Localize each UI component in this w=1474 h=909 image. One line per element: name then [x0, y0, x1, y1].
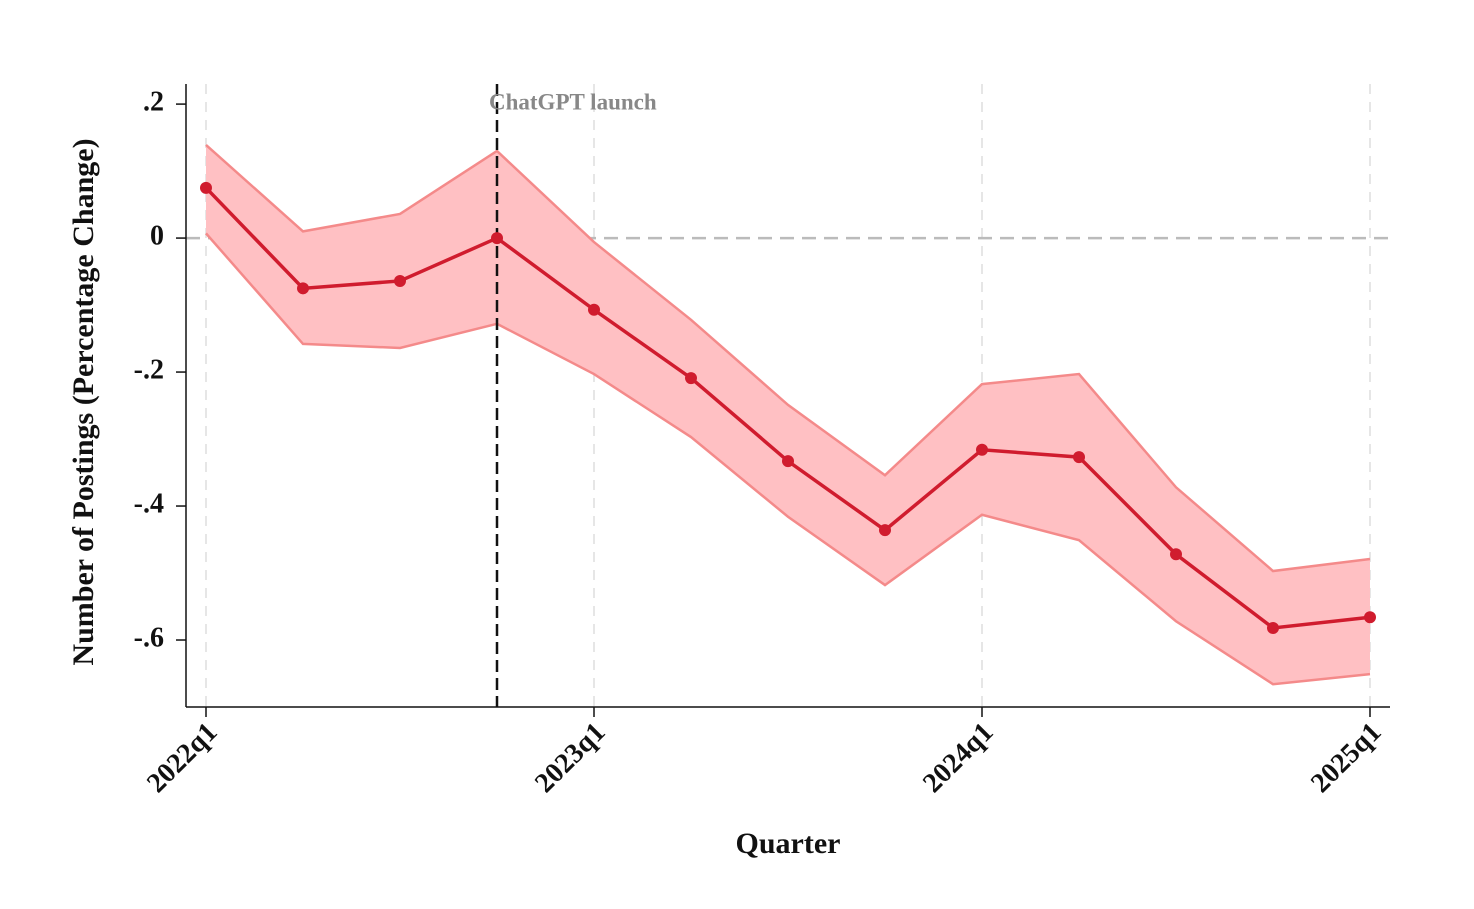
point: [879, 524, 891, 537]
point: [685, 372, 697, 385]
y-tick-label: .2: [143, 87, 164, 118]
ci-upper-line: [205, 144, 1371, 573]
y-tick-label: -.4: [134, 488, 164, 519]
y-tick-label: 0: [150, 220, 164, 251]
x-tick-label: 2025q1: [1305, 717, 1387, 799]
point: [1073, 451, 1085, 464]
confidence-band: [206, 144, 1370, 685]
y-tick-label: -.6: [134, 622, 164, 653]
point: [976, 443, 988, 456]
point: [782, 455, 794, 468]
x-tick-label: 2023q1: [529, 717, 611, 799]
point: [297, 282, 309, 295]
ci-lower-line: [205, 232, 1371, 686]
point: [491, 232, 503, 245]
point: [1364, 611, 1376, 624]
point: [1170, 548, 1182, 561]
y-tick-label: -.2: [134, 354, 164, 385]
point: [394, 274, 406, 287]
x-axis-title: Quarter: [736, 827, 841, 860]
x-tick-label: 2022q1: [141, 717, 223, 799]
x-tick-label: 2024q1: [917, 717, 999, 799]
point: [588, 303, 600, 316]
y-axis-title: Number of Postings (Percentage Change): [67, 138, 100, 665]
point: [200, 181, 212, 194]
event-label: ChatGPT launch: [489, 89, 657, 114]
point: [1267, 621, 1279, 634]
